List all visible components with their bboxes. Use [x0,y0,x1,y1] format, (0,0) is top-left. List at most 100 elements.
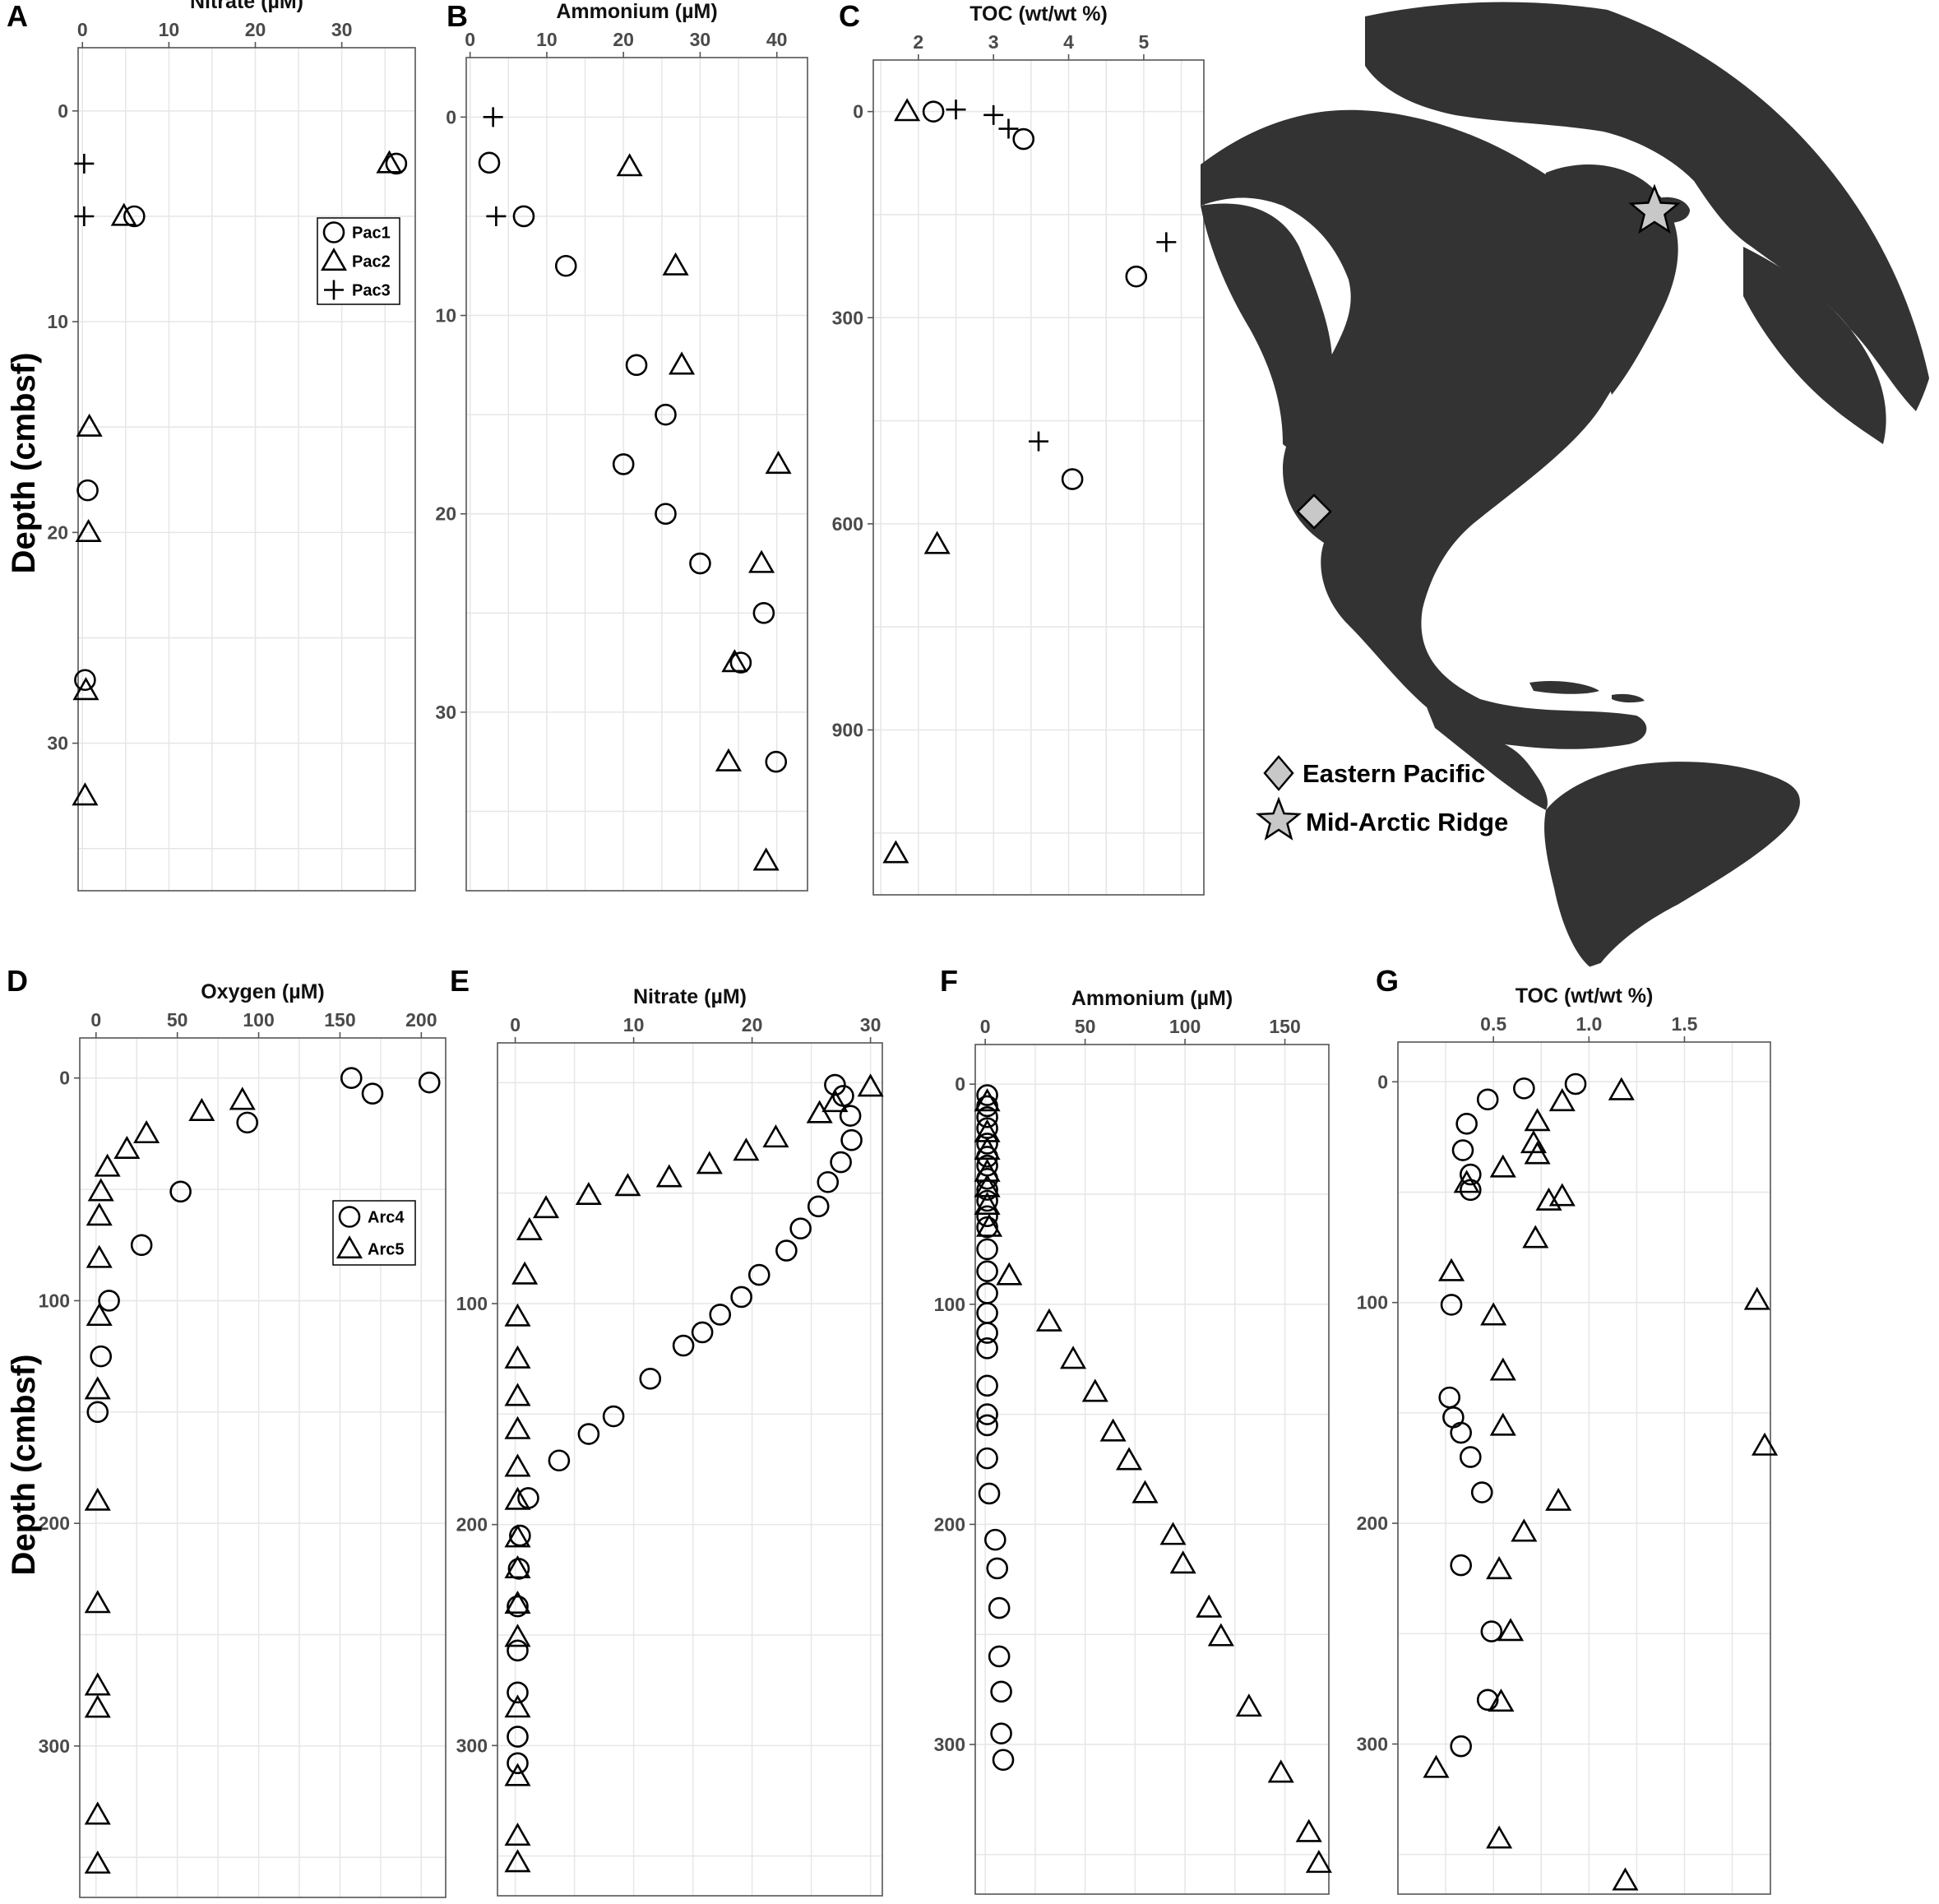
data-point-arc4 [1450,1735,1472,1758]
data-point-arc5 [1169,1550,1196,1574]
data-point-arc5 [504,1763,531,1786]
series-arc5-e [504,1073,884,1873]
panel-b: B Ammonium (µM) 0 10 20 30 40 0 10 20 30 [435,0,808,892]
x-tick-label: 20 [613,29,634,50]
gridlines-a [78,48,415,891]
data-point-arc5 [1486,1825,1513,1849]
data-point-arc4 [1459,1446,1482,1468]
series-pac2-c [882,98,951,864]
y-tick-label: 300 [39,1735,70,1757]
data-point-arc5 [974,1119,1001,1142]
north-america-landmass [1201,109,1647,749]
data-point-arc5 [1235,1693,1262,1717]
data-point-pac2 [765,451,792,475]
data-point-arc4 [976,1260,998,1282]
data-point-arc4 [1564,1072,1587,1096]
data-point-pac1 [752,602,775,624]
x-tick-label: 3 [988,31,999,53]
data-point-arc4 [830,1151,852,1174]
data-point-arc4 [709,1304,732,1326]
plot-frame-g [1397,1041,1771,1895]
x-axis-title-a: Nitrate (µM) [190,0,303,13]
central-america-landmass [1427,707,1548,810]
x-tick-label: 1.0 [1576,1013,1602,1035]
data-point-arc4 [1480,1620,1503,1642]
data-point-arc5 [84,1376,111,1400]
data-point-pac2 [894,98,921,122]
data-point-pac2 [616,153,643,177]
x-tick-label: 4 [1063,31,1074,53]
data-point-arc5 [1453,1170,1480,1193]
legend-mid-arctic-ridge: Mid-Arctic Ridge [1306,808,1508,836]
data-point-arc5 [504,1486,531,1510]
x-tick-label: 0 [77,19,88,40]
data-point-arc4 [1450,1554,1472,1577]
data-point-arc4 [602,1405,625,1428]
data-point-arc5 [133,1119,160,1144]
x-tick-label: 30 [690,29,711,50]
y-tick-label: 300 [934,1734,965,1755]
x-tick-label: 20 [245,19,266,40]
data-point-pac1 [76,479,99,502]
panel-g: G TOC (wt/wt %) 0.5 1.0 1.5 0 100 200 300 [1357,964,1779,1895]
y-tick-label: 20 [435,503,456,525]
plot-frame-d [79,1037,447,1898]
data-point-arc5 [86,1202,113,1226]
data-point-arc5 [996,1262,1023,1286]
data-point-arc5 [504,1694,531,1718]
data-point-arc4 [976,1337,998,1360]
data-point-arc4 [824,1073,846,1096]
panel-label-g: G [1376,964,1399,998]
panel-label-e: E [450,964,470,998]
data-point-pac2 [72,782,99,806]
data-point-arc5 [504,1383,531,1406]
x-tick-label: 0 [90,1009,101,1031]
x-tick-label: 200 [405,1009,437,1031]
y-tick-label: 0 [59,1068,70,1089]
series-arc5-d [84,1086,256,1874]
data-point-arc5 [1116,1447,1143,1471]
data-point-arc5 [1489,1412,1516,1436]
series-pac2-a [72,150,403,806]
data-point-arc4 [988,1596,1011,1619]
y-tick-label: 100 [1357,1292,1388,1313]
plot-frame-e [497,1042,883,1897]
data-point-arc5 [504,1415,531,1439]
data-point-arc5 [1489,1357,1516,1381]
data-point-arc4 [507,1681,529,1704]
data-point-arc4 [976,1302,998,1324]
data-point-arc5 [1524,1141,1551,1165]
data-point-arc4 [548,1449,571,1472]
data-point-arc5 [1548,1183,1576,1207]
data-point-arc5 [1548,1088,1576,1112]
data-point-pac3 [983,104,1004,125]
data-point-arc4 [976,1095,998,1118]
data-point-pac1 [612,453,635,475]
x-tick-label: 0 [980,1016,991,1037]
data-point-pac1 [74,669,96,692]
legend-label-pac1: Pac1 [352,225,391,243]
y-tick-label: 200 [934,1513,965,1535]
legend-marker-pac3 [324,280,344,300]
data-point-arc4 [976,1282,998,1304]
data-point-arc4 [691,1321,714,1344]
map-globe: Eastern Pacific Mid-Arctic Ridge [1201,2,1939,971]
legend-marker-arc5 [336,1235,363,1259]
x-tick-label: 20 [742,1014,763,1035]
y-tick-label: 200 [39,1513,70,1534]
europe-landmass [1743,247,1886,444]
data-point-pac1 [729,651,752,674]
data-point-arc5 [113,1135,141,1160]
data-point-arc4 [978,1482,1001,1505]
y-tick-label: 600 [832,513,863,535]
data-point-arc5 [84,1850,111,1874]
panel-label-f: F [940,964,958,998]
series-arc4-e [507,1073,863,1775]
data-point-arc5 [1267,1759,1294,1783]
data-point-arc5 [806,1100,833,1123]
data-point-arc4 [672,1334,695,1357]
panel-e: E Nitrate (µM) 0 10 20 30 100 200 300 [450,964,884,1897]
data-point-arc5 [1295,1818,1322,1842]
data-point-arc5 [1488,1689,1515,1712]
